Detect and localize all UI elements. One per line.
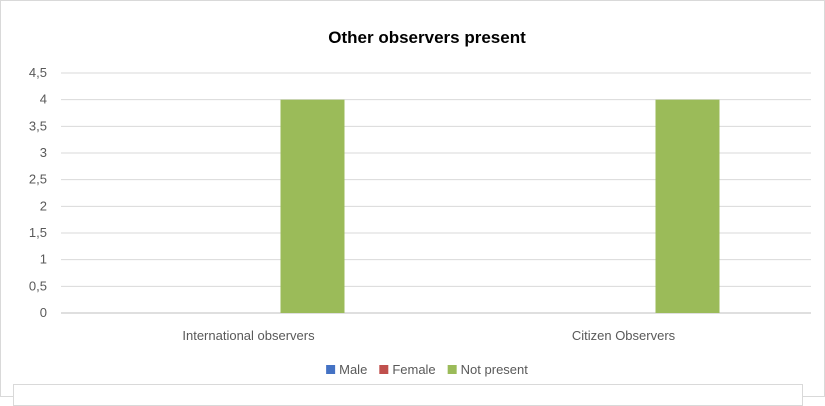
legend-swatch <box>326 365 336 374</box>
gridlines <box>61 72 811 314</box>
y-tick-label: 4,5 <box>29 65 47 80</box>
legend-label: Male <box>339 362 367 377</box>
bar <box>655 99 720 314</box>
x-axis-categories: International observers Citizen Observers <box>182 328 675 343</box>
y-tick-label: 2,5 <box>29 172 47 187</box>
y-tick-label: 0 <box>40 305 47 320</box>
bar <box>280 99 345 314</box>
legend-label: Female <box>392 362 435 377</box>
y-axis-ticks: 0 0,5 1 1,5 2 2,5 3 3,5 4 4,5 <box>29 65 47 320</box>
y-tick-label: 0,5 <box>29 278 47 293</box>
x-category-label: Citizen Observers <box>572 328 676 343</box>
y-tick-label: 3 <box>40 145 47 160</box>
lower-panel <box>13 384 803 406</box>
legend-label: Not present <box>461 362 529 377</box>
legend-swatch <box>379 365 389 374</box>
y-tick-label: 3,5 <box>29 118 47 133</box>
y-tick-label: 4 <box>40 92 47 107</box>
bars <box>280 99 720 314</box>
y-tick-label: 1 <box>40 252 47 267</box>
y-tick-label: 1,5 <box>29 225 47 240</box>
y-tick-label: 2 <box>40 198 47 213</box>
bar-chart: Other observers present 0 0,5 1 1,5 2 2,5 3 3,5… <box>29 28 811 377</box>
legend: Male Female Not present <box>326 362 528 377</box>
legend-swatch <box>447 365 457 374</box>
chart-title: Other observers present <box>328 28 526 47</box>
x-category-label: International observers <box>182 328 315 343</box>
